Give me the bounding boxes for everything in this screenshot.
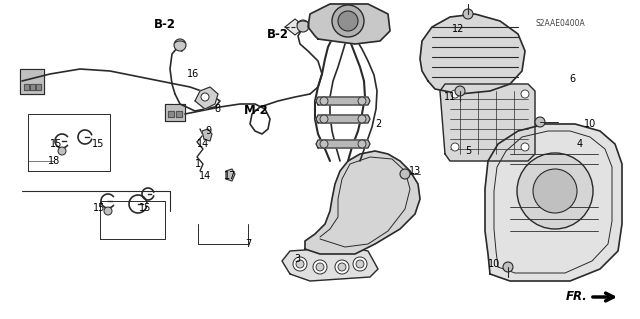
Text: 2: 2	[375, 119, 381, 129]
Text: 10: 10	[488, 259, 500, 269]
Text: B-2: B-2	[267, 28, 289, 41]
Circle shape	[517, 153, 593, 229]
Circle shape	[293, 257, 307, 271]
Text: 18: 18	[48, 156, 60, 166]
Polygon shape	[36, 84, 41, 90]
Text: 15: 15	[92, 139, 104, 149]
Circle shape	[297, 20, 309, 32]
Polygon shape	[165, 104, 185, 121]
Text: 12: 12	[452, 24, 464, 34]
Circle shape	[356, 260, 364, 268]
Polygon shape	[420, 14, 525, 94]
Polygon shape	[30, 84, 35, 90]
Polygon shape	[316, 115, 370, 123]
Polygon shape	[316, 97, 370, 105]
Circle shape	[451, 90, 459, 98]
Circle shape	[358, 140, 366, 148]
Polygon shape	[202, 129, 212, 141]
Circle shape	[338, 263, 346, 271]
Polygon shape	[285, 19, 305, 35]
Circle shape	[201, 93, 209, 101]
Circle shape	[521, 143, 529, 151]
Circle shape	[463, 9, 473, 19]
Circle shape	[338, 11, 358, 31]
Circle shape	[320, 140, 328, 148]
Text: 14: 14	[199, 171, 211, 181]
Text: B-2: B-2	[154, 19, 176, 32]
Circle shape	[313, 260, 327, 274]
Polygon shape	[24, 84, 29, 90]
Circle shape	[521, 90, 529, 98]
Circle shape	[58, 147, 66, 155]
Circle shape	[335, 260, 349, 274]
Polygon shape	[305, 151, 420, 254]
Polygon shape	[282, 247, 378, 281]
Polygon shape	[195, 87, 218, 109]
Text: 1: 1	[195, 159, 201, 169]
Text: S2AAE0400A: S2AAE0400A	[535, 19, 585, 27]
Text: 7: 7	[245, 239, 251, 249]
Text: 17: 17	[224, 171, 236, 181]
Circle shape	[296, 260, 304, 268]
Text: 3: 3	[294, 254, 300, 264]
Polygon shape	[226, 169, 235, 181]
Text: 14: 14	[197, 139, 209, 149]
Text: FR.: FR.	[566, 291, 588, 303]
Text: 6: 6	[569, 74, 575, 84]
Circle shape	[332, 5, 364, 37]
Circle shape	[358, 97, 366, 105]
Circle shape	[533, 169, 577, 213]
Polygon shape	[176, 111, 182, 117]
Text: 15: 15	[93, 203, 105, 213]
Circle shape	[320, 115, 328, 123]
Polygon shape	[308, 4, 390, 44]
Text: 13: 13	[409, 166, 421, 176]
Text: 8: 8	[214, 104, 220, 114]
Circle shape	[358, 115, 366, 123]
Polygon shape	[485, 124, 622, 281]
Circle shape	[400, 169, 410, 179]
Text: 4: 4	[577, 139, 583, 149]
Circle shape	[104, 207, 112, 215]
Circle shape	[174, 39, 186, 51]
Text: 15: 15	[139, 203, 151, 213]
Polygon shape	[20, 69, 44, 94]
Circle shape	[451, 143, 459, 151]
Circle shape	[455, 86, 465, 96]
Text: 9: 9	[205, 126, 211, 136]
Circle shape	[320, 97, 328, 105]
Circle shape	[353, 257, 367, 271]
Text: 16: 16	[187, 69, 199, 79]
Circle shape	[503, 262, 513, 272]
Text: 5: 5	[465, 146, 471, 156]
Circle shape	[316, 263, 324, 271]
Text: 10: 10	[584, 119, 596, 129]
Text: 15: 15	[50, 139, 62, 149]
Text: 11: 11	[444, 92, 456, 102]
Text: M-2: M-2	[244, 105, 268, 117]
Circle shape	[535, 117, 545, 127]
Polygon shape	[168, 111, 174, 117]
Polygon shape	[440, 84, 535, 161]
Polygon shape	[316, 140, 370, 148]
